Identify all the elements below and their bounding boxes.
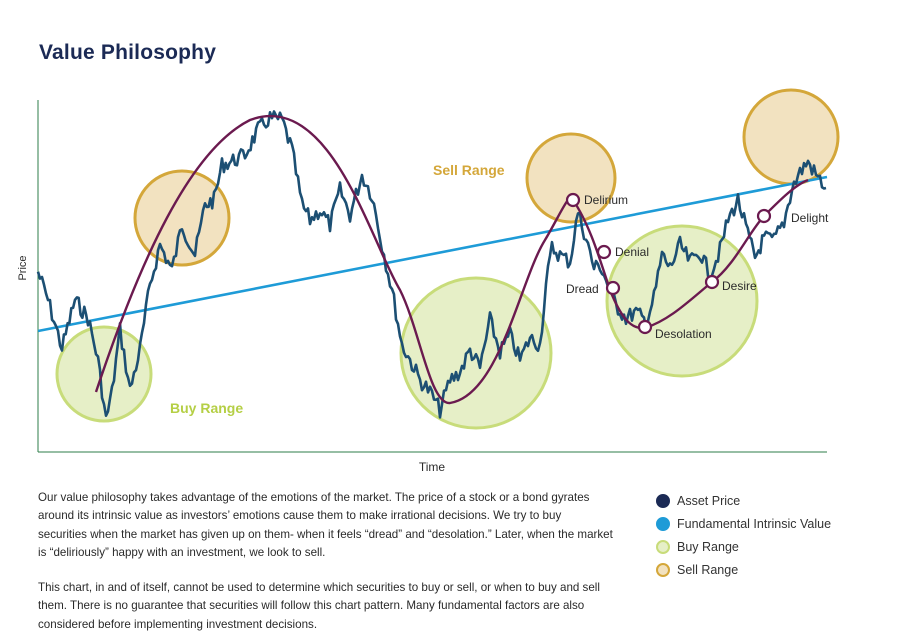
delight-marker — [756, 208, 772, 224]
delirium-marker — [565, 192, 581, 208]
legend-label: Sell Range — [677, 562, 739, 577]
sell-range-circle-3 — [742, 88, 840, 186]
legend-item-asset-price: Asset Price — [656, 489, 831, 512]
desolation-marker — [637, 319, 653, 335]
legend-label: Asset Price — [677, 493, 741, 508]
legend-swatch — [656, 562, 670, 577]
chart-title: Value Philosophy — [39, 41, 217, 64]
legend-label: Fundamental Intrinsic Value — [677, 516, 832, 531]
dread-marker — [605, 280, 621, 296]
asset-price-line — [36, 110, 827, 419]
delight-label: Delight — [791, 211, 829, 225]
disclaimer-paragraph: This chart, in and of itself, cannot be … — [38, 581, 600, 631]
desire-marker — [704, 274, 720, 290]
dread-label: Dread — [566, 282, 599, 296]
desolation-label: Desolation — [655, 327, 712, 341]
sell-range-circle-1 — [133, 169, 231, 267]
legend-swatch — [656, 539, 670, 554]
y-axis-label: Price — [17, 255, 29, 280]
value-philosophy-chart: Delirium Denial Dread Desolation Desire … — [17, 88, 840, 474]
denial-label: Denial — [615, 245, 649, 259]
description-paragraph-1: Our value philosophy takes advantage of … — [38, 491, 613, 560]
sell-range-circle-2 — [525, 132, 617, 224]
desire-label: Desire — [722, 279, 757, 293]
buy-range-circle-1 — [55, 325, 153, 423]
x-axis-label: Time — [419, 460, 446, 474]
delirium-label: Delirium — [584, 193, 628, 207]
legend-swatch — [656, 516, 670, 531]
legend-label: Buy Range — [677, 539, 739, 554]
legend: Asset Price Fundamental Intrinsic Value … — [656, 489, 831, 581]
buy-range-circle-3 — [605, 224, 759, 378]
legend-item-buy-range: Buy Range — [656, 535, 831, 558]
emotion-markers — [565, 192, 772, 335]
denial-marker — [596, 244, 612, 260]
legend-item-sell-range: Sell Range — [656, 558, 831, 581]
legend-item-intrinsic-value: Fundamental Intrinsic Value — [656, 512, 831, 535]
buy-range-label: Buy Range — [170, 400, 243, 416]
sell-range-label: Sell Range — [433, 162, 505, 178]
intrinsic-value-line — [37, 175, 828, 333]
legend-swatch — [656, 493, 670, 508]
